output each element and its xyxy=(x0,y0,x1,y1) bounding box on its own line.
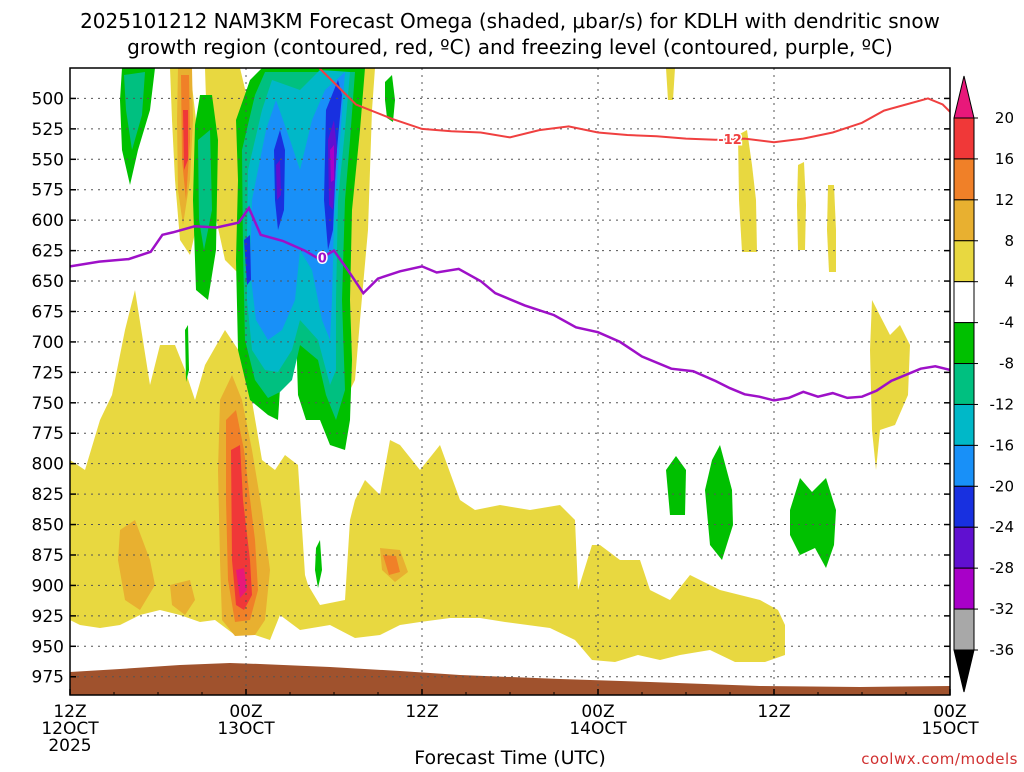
freezing-level-contour-label: 0 xyxy=(318,251,327,266)
colorbar-bin xyxy=(953,117,975,160)
omega-shading xyxy=(70,68,950,695)
colorbar-tick-label: -12 xyxy=(990,395,1015,413)
omega-fill-16-20 xyxy=(183,110,252,610)
x-tick-label: 00Z xyxy=(933,702,966,722)
x-tick-label: 15OCT xyxy=(921,719,979,739)
omega-fill-minus24-minus28 xyxy=(276,120,337,210)
y-tick-label: 925 xyxy=(32,607,64,627)
colorbar-tick-label: 16 xyxy=(995,150,1014,168)
y-tick-label: 700 xyxy=(32,333,64,353)
y-tick-label: 625 xyxy=(32,242,64,262)
omega-fill-minus28-minus32 xyxy=(330,145,334,182)
colorbar-tick-label: -16 xyxy=(990,436,1015,454)
colorbar-bin xyxy=(953,281,975,324)
y-tick-label: 650 xyxy=(32,272,64,292)
omega-fill-4-8-spike-a xyxy=(738,130,757,252)
omega-fill-over-20 xyxy=(236,568,247,598)
colorbar-bin xyxy=(953,444,975,487)
terrain-surface xyxy=(70,663,950,695)
y-tick-label: 525 xyxy=(32,120,64,140)
colorbar-bin xyxy=(953,158,975,201)
omega-fill-4-8-spike-d xyxy=(666,68,675,100)
colorbar-tick-label: -8 xyxy=(999,355,1014,373)
dgz-contour-label: -12 xyxy=(718,133,742,148)
colorbar-underflow-arrow-icon xyxy=(953,649,975,693)
omega-fill-4-8-right-blob xyxy=(870,300,910,470)
colorbar-tick-label: -20 xyxy=(990,477,1015,495)
colorbar-tick-label: 12 xyxy=(995,191,1014,209)
colorbar-bin xyxy=(953,567,975,610)
y-tick-label: 950 xyxy=(32,637,64,657)
y-tick-label: 500 xyxy=(32,89,64,109)
colorbar-tick-label: -32 xyxy=(990,600,1015,618)
omega-fill-4-8-spike-b xyxy=(797,162,806,250)
x-tick-label: 12OCT xyxy=(41,719,99,739)
y-tick-label: 675 xyxy=(32,302,64,322)
x-tick-label: 00Z xyxy=(581,702,614,722)
colorbar-tick-label: -28 xyxy=(990,559,1015,577)
colorbar-bin xyxy=(953,526,975,569)
x-tick-label: 14OCT xyxy=(569,719,627,739)
y-tick-label: 800 xyxy=(32,455,64,475)
omega-fill-minus4-minus8-blob-c xyxy=(705,445,733,560)
y-tick-label: 825 xyxy=(32,485,64,505)
x-tick-label: 12Z xyxy=(405,702,438,722)
y-tick-label: 550 xyxy=(32,150,64,170)
omega-fill-minus4-minus8-blob-d xyxy=(790,478,836,568)
y-tick-label: 600 xyxy=(32,211,64,231)
x-tick-label: 12Z xyxy=(757,702,790,722)
omega-fill-minus20-minus24 xyxy=(244,80,342,285)
y-tick-label: 775 xyxy=(32,424,64,444)
credit-text: coolwx.com/models xyxy=(861,750,1018,768)
y-axis: 500 525 550 575 600 625 650 675 700 725 750 775 800 8… xyxy=(32,89,950,688)
y-tick-label: 900 xyxy=(32,576,64,596)
omega-fill-8-12 xyxy=(118,68,408,636)
x-tick-label: 13OCT xyxy=(217,719,275,739)
y-tick-label: 975 xyxy=(32,668,64,688)
colorbar-tick-label: 8 xyxy=(1004,232,1014,250)
colorbar-bin xyxy=(953,199,975,242)
colorbar: 20 16 12 8 4 -4 -8 -12 -16 -20 -24 -28 -32 -36 xyxy=(953,75,1015,693)
chart-title-line2: growth region (contoured, red, ºC) and f… xyxy=(127,35,893,59)
y-tick-label: 875 xyxy=(32,546,64,566)
x-tick-label: 2025 xyxy=(48,736,91,756)
omega-fill-minus4-minus8-blob-a xyxy=(385,75,395,122)
colorbar-bin xyxy=(953,363,975,405)
dgz-minus12-contour xyxy=(318,68,950,144)
colorbar-bin xyxy=(953,403,975,446)
x-axis-label: Forecast Time (UTC) xyxy=(414,747,605,768)
colorbar-tick-label: 20 xyxy=(995,109,1014,127)
y-tick-label: 725 xyxy=(32,363,64,383)
colorbar-bin xyxy=(953,485,975,528)
x-tick-label: 12Z xyxy=(53,702,86,722)
y-tick-label: 575 xyxy=(32,181,64,201)
x-tick-label: 00Z xyxy=(229,702,262,722)
colorbar-bin xyxy=(953,322,975,365)
y-tick-label: 750 xyxy=(32,394,64,414)
colorbar-overflow-arrow-icon xyxy=(953,75,975,119)
colorbar-bin xyxy=(953,240,975,283)
omega-fill-minus4-minus8-blob-b xyxy=(666,456,686,515)
colorbar-bin xyxy=(953,608,975,651)
chart-title-line1: 2025101212 NAM3KM Forecast Omega (shaded… xyxy=(80,9,940,33)
colorbar-tick-label: 4 xyxy=(1004,273,1014,291)
omega-fill-minus16-minus20 xyxy=(250,72,345,340)
y-tick-label: 850 xyxy=(32,516,64,536)
freezing-level-contour xyxy=(70,205,950,402)
colorbar-tick-label: -24 xyxy=(990,518,1015,536)
colorbar-tick-label: -4 xyxy=(999,314,1014,332)
colorbar-tick-label: -36 xyxy=(990,641,1015,659)
